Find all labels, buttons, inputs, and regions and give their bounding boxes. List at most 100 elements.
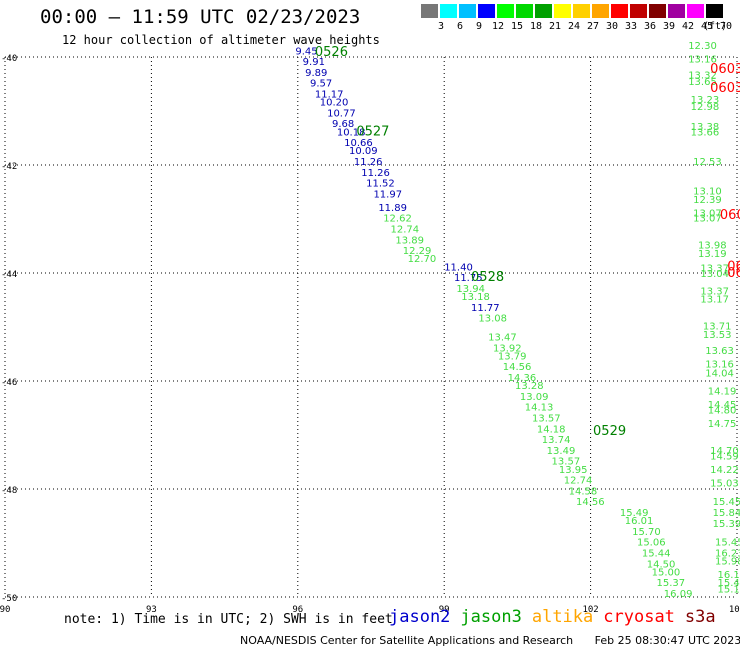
scale-swatch (478, 4, 495, 18)
swh-value-jason2: 11.40 (444, 262, 473, 273)
swh-value-jason3: 13.49 (547, 446, 576, 457)
swh-value-jason3: 12.70 (408, 254, 437, 265)
swh-value-jason3: 14.45 (708, 400, 737, 411)
swh-value-jason3: 14.36 (508, 373, 537, 384)
swh-value-jason3: 14.75 (708, 419, 737, 430)
agency-credit: NOAA/NESDIS Center for Satellite Applica… (240, 634, 574, 647)
credit-line: NOAA/NESDIS Center for Satellite Applica… (240, 634, 740, 647)
satellite-legend: jason2 jason3 altika cryosat s3a (389, 607, 726, 627)
swh-value-jason3: 13.23 (691, 95, 720, 106)
swh-value-jason3: 13.10 (693, 187, 722, 198)
scale-swatch (630, 4, 647, 18)
scale-label: 27 (586, 21, 600, 32)
swh-value-jason3: 13.18 (461, 292, 490, 303)
swh-value-jason3: 15.70 (632, 527, 661, 538)
swh-value-jason3: 13.04 (700, 269, 729, 280)
swh-value-jason3: 16.01 (625, 516, 654, 527)
swh-value-jason3: 14.58 (569, 486, 598, 497)
swh-value-jason2: 11.26 (361, 168, 390, 179)
swh-value-jason2: 9.91 (303, 57, 325, 68)
pass-time-label: 0526 (315, 45, 348, 60)
swh-value-jason3: 13.16 (688, 54, 717, 65)
swh-value-jason3: 13.66 (691, 127, 720, 138)
scale-label: 39 (662, 21, 676, 32)
generated-timestamp: Feb 25 08:30:47 UTC 2023 (594, 634, 740, 647)
scale-swatch (421, 4, 438, 18)
legend-jason3: jason3 (460, 607, 522, 627)
swh-value-jason3: 13.08 (478, 314, 507, 325)
swh-value-jason3: 13.47 (488, 333, 517, 344)
lat-tick-label: -40 (1, 54, 17, 64)
scale-swatch (611, 4, 628, 18)
swh-value-jason2: 10.09 (349, 146, 378, 157)
pass-time-label: 0602 (727, 266, 740, 281)
scale-label: 6 (456, 21, 464, 32)
swh-value-jason3: 15.47 (717, 578, 740, 589)
swh-value-jason3: 13.71 (703, 322, 732, 333)
swh-value-jason2: 11.89 (378, 203, 407, 214)
swh-value-jason3: 13.57 (552, 457, 581, 468)
legend-jason2: jason2 (389, 607, 451, 627)
swh-value-jason3: 15.45 (713, 497, 740, 508)
swh-value-jason3: 13.38 (691, 122, 720, 133)
lon-tick-label: 93 (146, 605, 157, 615)
scale-swatch (554, 4, 571, 18)
pass-time-label: 0603 (710, 62, 740, 77)
swh-value-jason2: 11.75 (454, 273, 483, 284)
scale-swatch (440, 4, 457, 18)
swh-value-jason3: 13.65 (688, 77, 717, 88)
scale-label: 33 (624, 21, 638, 32)
swh-value-jason3: 14.56 (503, 362, 532, 373)
scale-swatch (516, 4, 533, 18)
legend-altika: altika (531, 607, 594, 627)
scale-swatch (573, 4, 590, 18)
swh-value-jason3: 14.59 (710, 451, 739, 462)
swh-value-jason2: 9.68 (332, 119, 354, 130)
swh-value-jason2: 10.20 (320, 98, 349, 109)
swh-value-jason2: 10.18 (337, 127, 366, 138)
scale-label: 9 (475, 21, 483, 32)
swh-value-jason3: 13.37 (700, 287, 729, 298)
swh-value-jason3: 12.74 (391, 225, 420, 236)
swh-value-jason3: 13.32 (688, 71, 717, 82)
swh-value-jason3: 15.00 (652, 567, 681, 578)
lat-tick-label: -50 (1, 594, 17, 604)
swh-value-jason3: 12.39 (693, 195, 722, 206)
swh-value-jason3: 13.09 (520, 392, 549, 403)
swh-value-jason3: 15.49 (620, 508, 649, 519)
swh-value-jason2: 11.26 (354, 157, 383, 168)
scale-label: 21 (548, 21, 562, 32)
swh-value-jason2: 10.66 (344, 138, 373, 149)
swh-value-jason3: 12.29 (403, 246, 432, 257)
footnote: note: 1) Time is in UTC; 2) SWH is in fe… (64, 612, 393, 627)
swh-value-jason3: 15.19 (717, 585, 740, 596)
scale-swatch (592, 4, 609, 18)
swh-value-jason2: 11.77 (471, 303, 500, 314)
swh-value-jason3: 14.04 (705, 369, 734, 380)
swh-value-jason2: 9.57 (310, 79, 332, 90)
scale-label: 45 (700, 21, 714, 32)
swh-value-jason2: 9.89 (305, 68, 327, 79)
swh-value-jason3: 15.98 (715, 557, 740, 568)
swh-value-jason3: 14.22 (710, 465, 739, 476)
swh-value-jason3: 14.19 (708, 387, 737, 398)
lon-tick-label: 96 (292, 605, 303, 615)
swh-value-jason3: 16.09 (664, 589, 693, 600)
swh-value-jason3: 12.98 (691, 102, 720, 113)
lat-tick-label: -44 (1, 270, 17, 280)
swh-value-jason3: 16.19 (717, 570, 740, 581)
swh-value-jason3: 15.44 (642, 549, 671, 560)
scale-label: 30 (605, 21, 619, 32)
map-subtitle: 12 hour collection of altimeter wave hei… (62, 33, 380, 47)
scale-swatch (668, 4, 685, 18)
scale-label: 24 (567, 21, 581, 32)
swh-value-jason3: 13.89 (395, 235, 424, 246)
pass-time-label: 0602 (720, 208, 740, 223)
pass-time-label: 0529 (593, 424, 626, 439)
scale-unit: (ft) (703, 21, 728, 32)
swh-value-jason3: 13.63 (705, 346, 734, 357)
scale-label: 15 (510, 21, 524, 32)
swh-value-jason3: 15.06 (637, 538, 666, 549)
swh-value-jason3: 13.19 (698, 249, 727, 260)
swh-value-jason3: 13.98 (698, 241, 727, 252)
